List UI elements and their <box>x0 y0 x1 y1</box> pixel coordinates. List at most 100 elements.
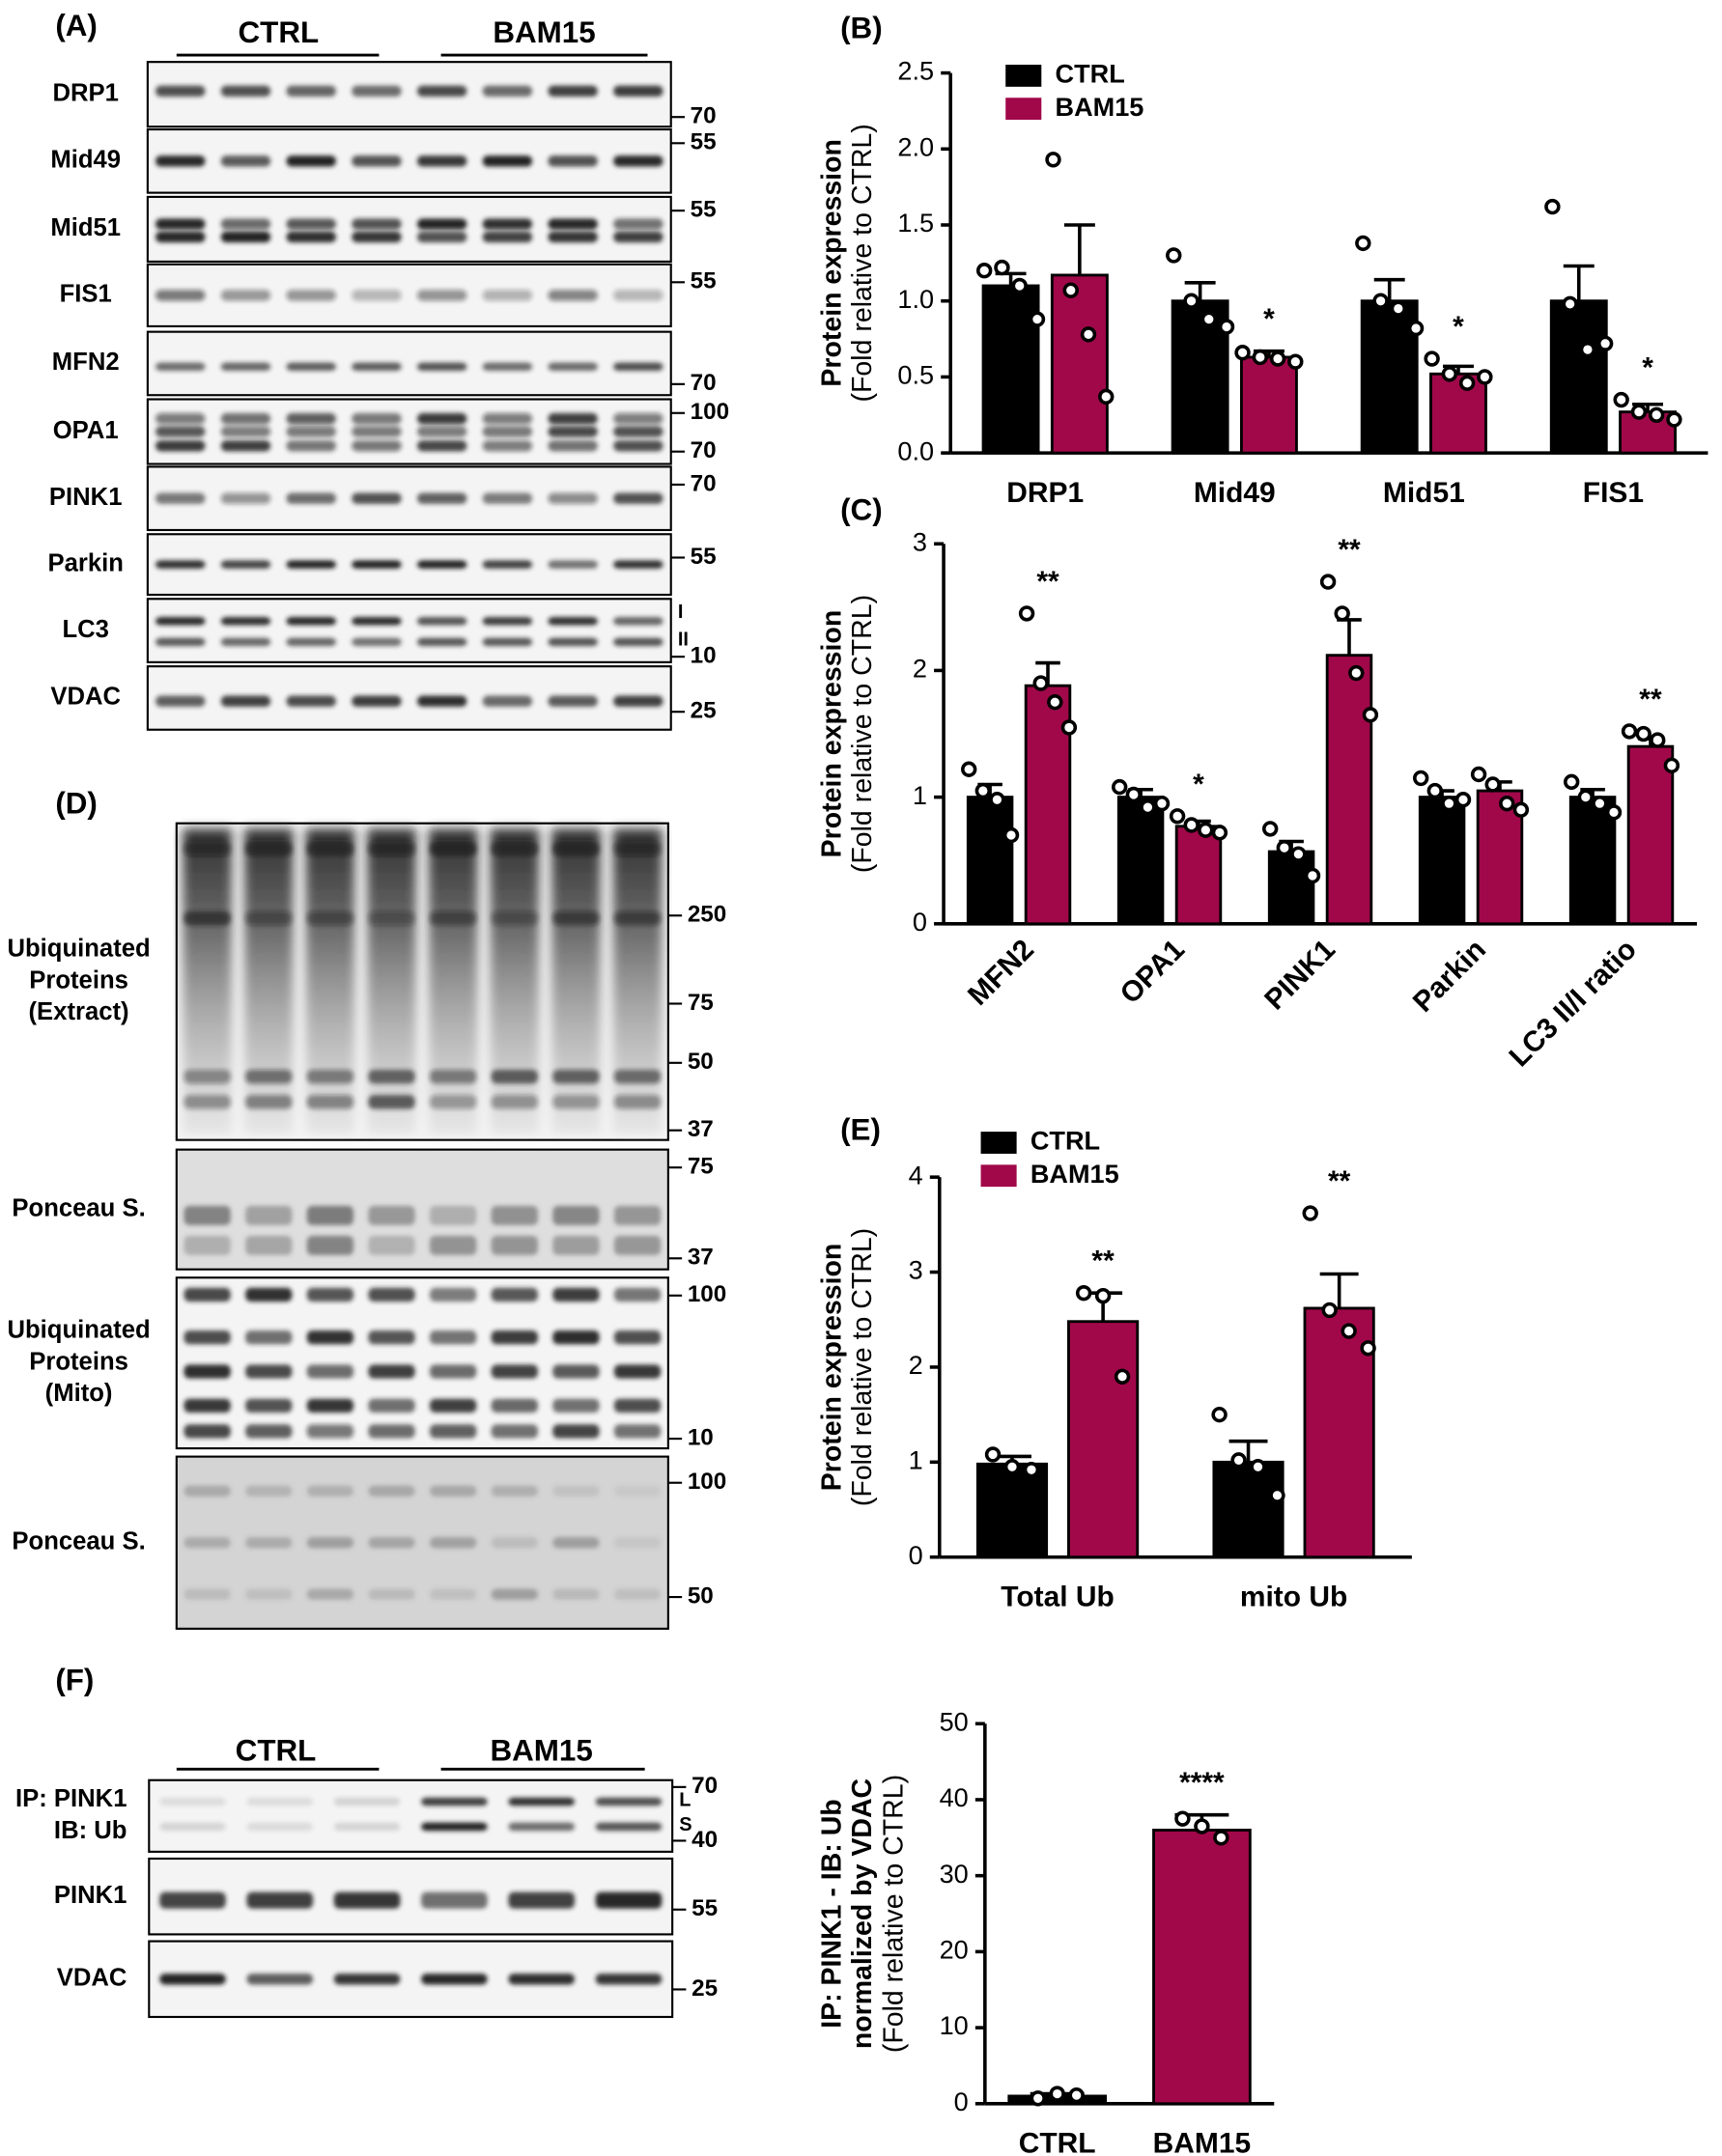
blot-band <box>352 290 402 301</box>
row-label: LC3 <box>62 616 108 643</box>
y-tick-label: 4 <box>909 1160 923 1190</box>
blot-band <box>155 637 206 647</box>
bar <box>1116 796 1165 926</box>
data-point <box>1424 350 1440 367</box>
panel-label: (B) <box>840 12 883 45</box>
data-point <box>1003 1459 1021 1475</box>
blot-band <box>286 412 336 425</box>
x-tick-label: CTRL <box>1019 2127 1096 2156</box>
blot-band <box>552 1485 600 1497</box>
blot-band <box>368 1364 415 1379</box>
data-point <box>1269 350 1286 367</box>
y-tick-label: 3 <box>913 526 927 556</box>
blot-band <box>552 1330 600 1345</box>
blot-band <box>613 1069 662 1084</box>
data-point <box>1412 770 1429 787</box>
bar <box>1325 654 1373 926</box>
blot-band <box>613 1235 662 1255</box>
blot-band <box>245 910 293 926</box>
blot-band <box>183 1095 231 1109</box>
bar <box>1360 299 1419 455</box>
blot-band <box>246 1822 314 1832</box>
marker-label: S <box>679 1814 692 1835</box>
x-tick-label: Parkin <box>1407 934 1492 1019</box>
bar <box>1429 372 1487 455</box>
error-bar <box>1373 277 1405 301</box>
marker-label: L <box>679 1789 691 1810</box>
data-point <box>1030 2090 1046 2107</box>
data-point <box>989 792 1005 808</box>
data-point <box>1060 719 1078 736</box>
blot-band <box>183 1398 231 1413</box>
blot-band <box>246 1797 314 1806</box>
blot-band <box>548 426 598 437</box>
blot-band <box>245 1364 293 1379</box>
row-label: Ponceau S. <box>12 1194 145 1221</box>
blot-band <box>482 362 533 372</box>
blot-band <box>491 1330 538 1345</box>
y-axis-label: Protein expression <box>817 1244 848 1492</box>
blot-band <box>613 85 663 98</box>
marker-label: 55 <box>692 1895 718 1921</box>
blot-band <box>286 637 336 647</box>
blot-band <box>159 1822 226 1832</box>
y-axis-label: Protein expression <box>817 139 848 387</box>
blot-band <box>306 1235 354 1255</box>
x-tick-label: FIS1 <box>1583 477 1644 509</box>
data-point <box>1230 1452 1247 1469</box>
blot-band <box>429 1330 477 1345</box>
blot-band <box>482 560 533 569</box>
blot-band <box>482 231 533 243</box>
blot-band <box>613 362 663 372</box>
blot-band <box>155 85 206 98</box>
blot-band <box>368 1095 415 1109</box>
significance: ** <box>1639 684 1662 715</box>
data-point <box>1068 2086 1085 2104</box>
marker-label: 100 <box>688 1281 726 1307</box>
blot-band <box>155 231 206 243</box>
marker-label: 75 <box>688 1154 714 1180</box>
bar <box>1239 355 1298 455</box>
row-label: IP: PINK1 <box>15 1785 127 1812</box>
x-tick-label: PINK1 <box>1258 934 1341 1017</box>
row-label: (Extract) <box>29 998 129 1025</box>
blot-band <box>421 1891 488 1909</box>
blot-band <box>613 1424 662 1439</box>
blot-band <box>421 1822 488 1832</box>
blot-smear <box>183 828 233 1134</box>
blot-band <box>352 85 402 98</box>
data-point <box>961 761 977 777</box>
bar <box>1067 1320 1140 1559</box>
blot-band <box>548 695 598 707</box>
blot-band <box>286 695 336 707</box>
data-point <box>1355 235 1371 252</box>
blot-band <box>613 1287 662 1302</box>
data-point <box>1211 1406 1228 1423</box>
data-point <box>1648 406 1665 423</box>
blot-band <box>491 1205 538 1225</box>
blot-band <box>286 616 336 626</box>
data-point <box>1262 821 1279 837</box>
data-point <box>1596 335 1614 351</box>
data-point <box>1334 605 1350 622</box>
data-point <box>1234 345 1251 361</box>
y-tick-label: 2 <box>909 1350 923 1380</box>
x-tick-label: Total Ub <box>1001 1581 1115 1612</box>
row-label: Proteins <box>29 966 128 994</box>
blot-band <box>416 412 467 425</box>
row-label: OPA1 <box>53 417 119 444</box>
marker-label: 70 <box>691 370 717 396</box>
data-point <box>1112 778 1128 796</box>
blot-band <box>613 1588 662 1600</box>
blot-band <box>552 841 600 856</box>
data-point <box>1621 723 1638 740</box>
blot-band <box>183 1424 231 1439</box>
blot-band <box>245 1069 293 1084</box>
blot-band <box>482 155 533 167</box>
blot-band <box>333 1822 401 1832</box>
blot-band <box>613 492 663 504</box>
y-tick-label: 1.5 <box>897 208 934 238</box>
blot-band <box>491 1364 538 1379</box>
x-tick-label: Mid49 <box>1194 477 1276 509</box>
blot-band <box>491 1537 538 1549</box>
